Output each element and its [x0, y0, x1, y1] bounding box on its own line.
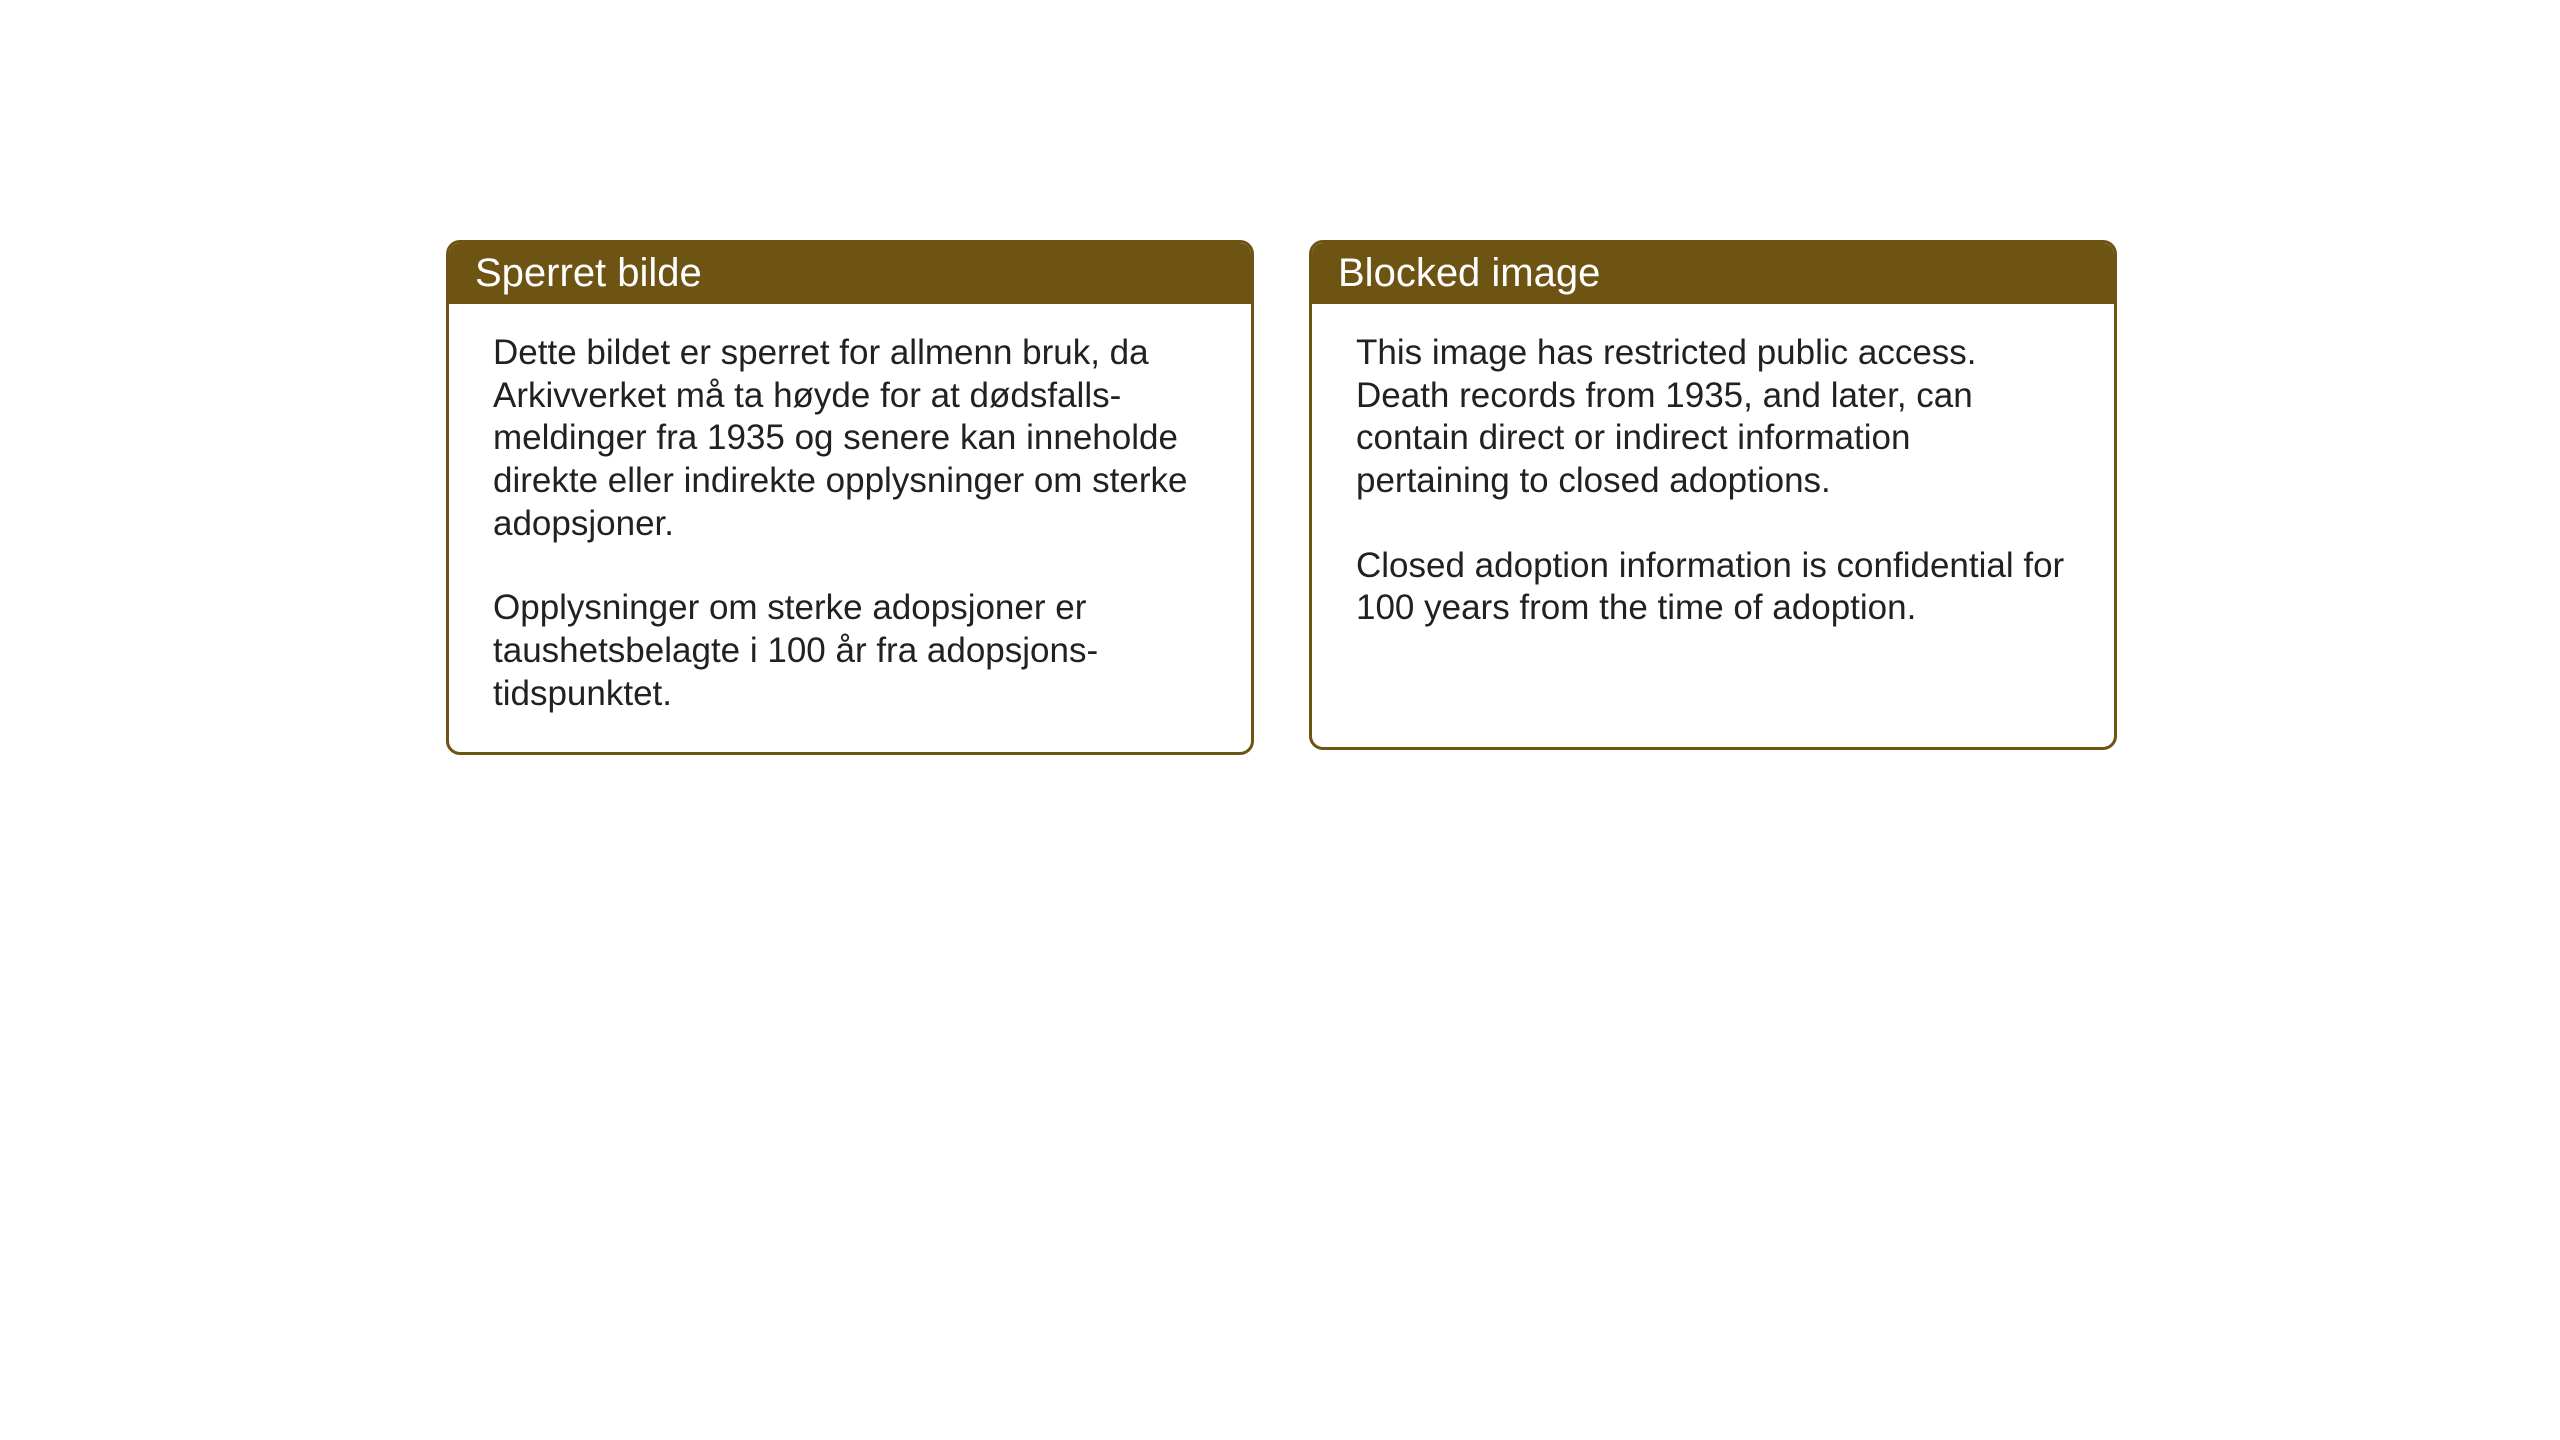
card-title-english: Blocked image: [1338, 251, 1600, 295]
notice-card-norwegian: Sperret bilde Dette bildet er sperret fo…: [446, 240, 1254, 755]
card-body-english: This image has restricted public access.…: [1312, 304, 2114, 666]
card-title-norwegian: Sperret bilde: [475, 251, 702, 295]
card-header-norwegian: Sperret bilde: [449, 243, 1251, 304]
card-paragraph-1-english: This image has restricted public access.…: [1356, 332, 2070, 503]
notice-card-english: Blocked image This image has restricted …: [1309, 240, 2117, 750]
card-paragraph-2-english: Closed adoption information is confident…: [1356, 545, 2070, 630]
notice-container: Sperret bilde Dette bildet er sperret fo…: [446, 240, 2117, 755]
card-header-english: Blocked image: [1312, 243, 2114, 304]
card-paragraph-2-norwegian: Opplysninger om sterke adopsjoner er tau…: [493, 587, 1207, 715]
card-body-norwegian: Dette bildet er sperret for allmenn bruk…: [449, 304, 1251, 752]
card-paragraph-1-norwegian: Dette bildet er sperret for allmenn bruk…: [493, 332, 1207, 545]
